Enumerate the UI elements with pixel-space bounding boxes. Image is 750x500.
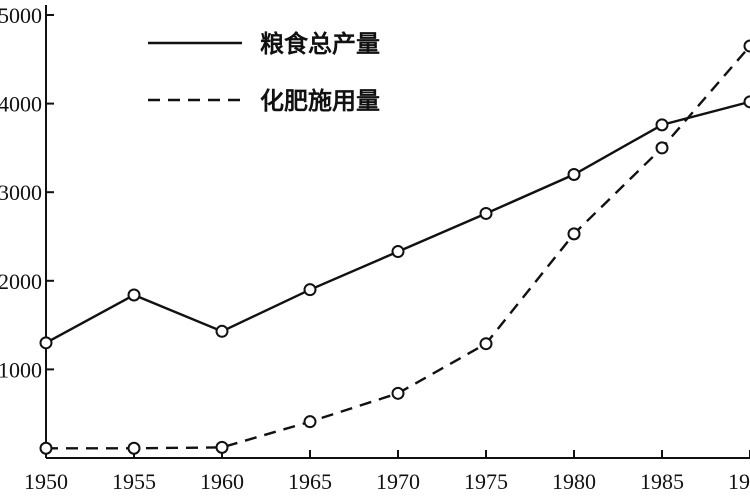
fertilizer-use-point — [743, 39, 750, 53]
legend-grain-label: 粮食总产量 — [260, 30, 380, 58]
x-axis-ticks: 1950 1955 1960 1965 1970 1975 1980 1985 1990 — [24, 450, 750, 494]
grain-output-point — [655, 118, 669, 132]
legend-fertilizer-label: 化肥施用量 — [260, 87, 380, 115]
x-tick-label: 1985 — [640, 469, 684, 494]
y-tick-label: 3000 — [0, 180, 42, 205]
grain-output-point — [743, 95, 750, 109]
y-tick-label: 1000 — [0, 357, 42, 382]
fertilizer-use-point — [391, 386, 405, 400]
x-tick-label: 1975 — [464, 469, 508, 494]
y-axis-ticks: 5000 4000 3000 2000 1000 — [0, 3, 54, 382]
fertilizer-use-point — [127, 441, 141, 455]
chart-axes: 5000 4000 3000 2000 1000 1950 1955 1960 1965 197… — [0, 3, 750, 494]
fertilizer-use-point — [655, 141, 669, 155]
grain-output-line — [45, 100, 750, 344]
x-tick-label: 1960 — [200, 469, 244, 494]
grain-output-point — [567, 167, 581, 181]
y-tick-label: 5000 — [0, 3, 42, 28]
grain-output-point — [303, 283, 317, 297]
x-tick-label: 1955 — [112, 469, 156, 494]
fertilizer-use-point — [567, 227, 581, 241]
fertilizer-use-point — [479, 337, 493, 351]
x-tick-label: 1965 — [288, 469, 332, 494]
y-tick-label: 2000 — [0, 269, 42, 294]
series-layer — [39, 39, 750, 455]
grain-output-point — [391, 245, 405, 259]
fertilizer-use-point — [39, 441, 53, 455]
fertilizer-use-point — [215, 440, 229, 454]
x-tick-label: 1980 — [552, 469, 596, 494]
grain-output-point — [39, 336, 53, 350]
grain-output-point — [127, 288, 141, 302]
x-tick-label: 1950 — [24, 469, 68, 494]
fertilizer-use-point — [303, 415, 317, 429]
grain-output-point — [479, 206, 493, 220]
y-tick-label: 4000 — [0, 92, 42, 117]
x-tick-label: 1970 — [376, 469, 420, 494]
x-tick-label: 1990 — [728, 469, 750, 494]
grain-output-point — [215, 324, 229, 338]
